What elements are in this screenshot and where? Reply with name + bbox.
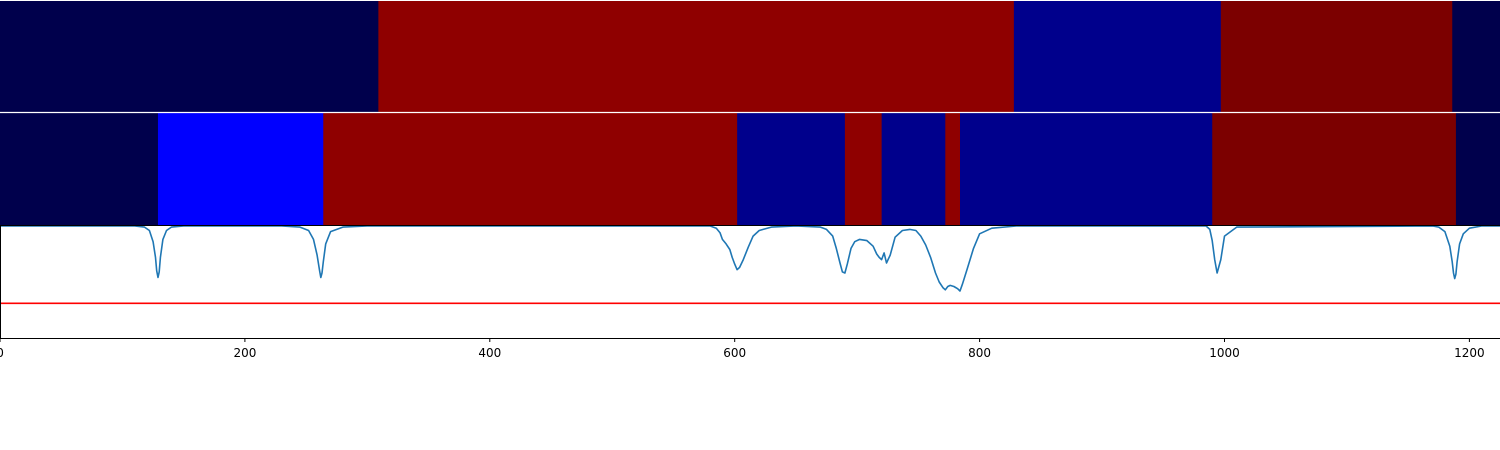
middle-band-segment-10 [1455,113,1500,225]
heatmap-band-middle [0,113,1500,225]
middle-band-segment-5 [844,113,883,225]
x-tick-label-5: 800 [968,346,991,360]
x-tick-label-4: 600 [723,346,746,360]
x-tick-label-3: 400 [478,346,501,360]
middle-band-segment-8 [960,113,1213,225]
middle-band-segment-9 [1212,113,1457,225]
series-line [0,225,1500,292]
line-panel [0,225,1500,339]
middle-band-segment-3 [323,113,738,225]
middle-band-segment-1 [0,113,159,225]
middle-band-segment-4 [737,113,846,225]
top-band-segment-5 [1452,1,1500,112]
top-band-segment-3 [1013,1,1222,112]
middle-band-segment-7 [945,113,961,225]
heatmap-band-top [0,1,1500,112]
middle-band-segment-2 [157,113,324,225]
x-tick-label-7: 1200 [1454,346,1485,360]
top-band-segment-4 [1220,1,1453,112]
x-tick-label-6: 1000 [1209,346,1240,360]
middle-band-segment-6 [881,113,946,225]
top-band-segment-1 [0,1,379,112]
x-tick-label-2: 200 [233,346,256,360]
x-ticks: 0 200 400 600 800 1000 1200 [0,338,1485,360]
x-tick-label-1: 0 [0,346,4,360]
top-band-segment-2 [378,1,1015,112]
